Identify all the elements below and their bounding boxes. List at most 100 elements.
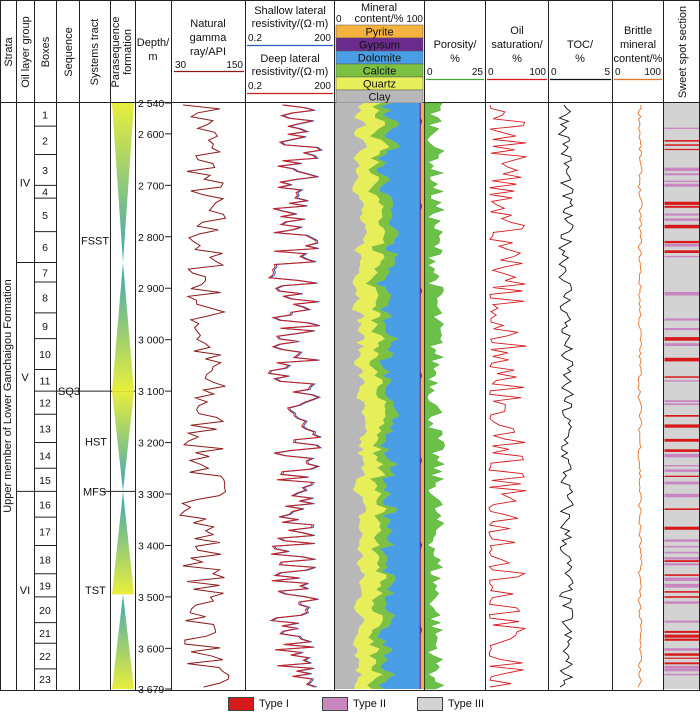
porosity-curve <box>424 102 446 690</box>
dolomite-fill <box>375 103 420 689</box>
shallow-res-header-line2: resistivity/(Ω·m) <box>252 18 329 30</box>
parasequence-header-line1: Parasequence <box>110 17 122 88</box>
box-label: 14 <box>39 450 51 462</box>
depth-header-line2: m <box>148 51 157 63</box>
sweet-type-ii <box>664 180 699 182</box>
gamma-header-line3: ray/API <box>190 46 226 58</box>
oil-layer-group-header: Oil layer group <box>20 16 32 88</box>
sweet-type-i <box>664 438 699 442</box>
sequence-header: Sequence <box>63 27 75 77</box>
sweet-spot-track <box>664 103 699 689</box>
box-label: 12 <box>39 398 51 410</box>
depth-tick-label: 2 600 <box>138 129 164 141</box>
strata-name: Upper member of Lower Ganchaigou Formati… <box>2 279 14 513</box>
sweet-type-i <box>664 638 699 641</box>
toc-header-line2: % <box>575 53 585 65</box>
box-label: 11 <box>40 375 51 387</box>
mineral-content-track <box>335 103 424 689</box>
depth-header-line1: Depth/ <box>137 37 170 49</box>
mineral-legend-label: Gypsum <box>359 40 400 52</box>
sweet-type-i <box>664 148 699 151</box>
gamma-ray-curve <box>178 104 230 688</box>
oil-group-label: V <box>21 372 29 384</box>
resistivity-curves <box>267 104 324 688</box>
sweet-type-ii <box>664 583 699 588</box>
sweet-type-ii <box>664 648 699 651</box>
sweet-type-ii <box>664 453 699 458</box>
sweet-type-i <box>664 508 699 510</box>
box-label: 10 <box>39 349 51 361</box>
legend-swatch <box>417 697 443 711</box>
sweet-type-i <box>664 240 699 244</box>
box-label: 17 <box>39 526 51 538</box>
parasequence-triangle <box>112 491 134 595</box>
gamma-scale-min: 30 <box>175 60 187 71</box>
sweet-type-i <box>664 596 699 598</box>
sweet-type-i <box>664 205 699 208</box>
depth-tick-label: 3 200 <box>138 438 164 450</box>
oil-group-label: VI <box>20 585 30 597</box>
sweet-type-i <box>664 662 699 665</box>
sweet-type-i <box>664 201 699 205</box>
legend-swatch <box>228 697 254 711</box>
boxes-header: Boxes <box>40 36 52 67</box>
depth-tick-label: 3 300 <box>138 489 164 501</box>
deep-res-header-line1: Deep lateral <box>260 53 319 65</box>
mineral-scale-max: 100 <box>406 14 423 25</box>
deep-res-scale-min: 0.2 <box>248 81 262 92</box>
oil-sat-header-line2: saturation/ <box>491 39 543 51</box>
oil-sat-header-line3: % <box>512 53 522 65</box>
shallow-res-scale-max: 200 <box>314 33 331 44</box>
box-label: 16 <box>39 499 51 511</box>
mineral-scale-min: 0 <box>336 14 342 25</box>
sweet-type-i <box>664 574 699 576</box>
sweet-type-ii <box>664 673 699 676</box>
porosity-scale-min: 0 <box>427 67 433 78</box>
legend-swatch <box>322 697 348 711</box>
sweet-type-i <box>664 526 699 530</box>
sweet-type-ii <box>664 620 699 623</box>
depth-tick-label: 2 900 <box>138 283 164 295</box>
box-label: 2 <box>42 135 48 147</box>
parasequence-triangle <box>112 262 134 392</box>
legend-label: Type III <box>448 698 485 710</box>
toc-scale-min: 0 <box>551 67 557 78</box>
deep-res-scale-max: 200 <box>314 81 331 92</box>
gypsum-fill <box>419 103 423 689</box>
gamma-line <box>178 104 230 688</box>
depth-tick-label: 3 600 <box>138 643 164 655</box>
sweet-type-ii <box>664 173 699 176</box>
depth-tick-label: 3 400 <box>138 540 164 552</box>
sweet-type-i <box>664 250 699 253</box>
sweet-type-ii <box>664 563 699 566</box>
tract-label: MFS <box>83 486 106 498</box>
sweet-type-ii <box>664 665 699 669</box>
sweet-type-i <box>664 653 699 656</box>
sweet-type-i <box>664 144 699 146</box>
brittle-header-line3: content/% <box>614 53 663 65</box>
quartz-fill <box>351 103 390 689</box>
oil-group-label: IV <box>20 178 31 190</box>
systems-tract-header: Systems tract <box>89 19 101 86</box>
toc-scale-max: 5 <box>604 67 610 78</box>
brittle-scale-max: 100 <box>644 67 661 78</box>
box-label: 6 <box>42 242 48 254</box>
sweet-type-ii <box>664 213 699 216</box>
sweet-type-ii <box>664 601 699 604</box>
sweet-type-ii <box>664 493 699 498</box>
depth-tick-label: 2 540 <box>138 98 164 110</box>
sweet-type-i <box>664 376 699 378</box>
sweet-type-i <box>664 449 699 452</box>
porosity-fill <box>424 102 446 690</box>
tract-label: FSST <box>81 235 109 247</box>
sweet-type-ii <box>664 167 699 171</box>
tract-label: TST <box>85 585 106 597</box>
box-label: 20 <box>39 605 51 617</box>
depth-tick-label: 3 100 <box>138 386 164 398</box>
box-label: 18 <box>39 555 51 567</box>
porosity-header-line1: Porosity/ <box>434 39 478 51</box>
calcite-fill <box>365 103 401 689</box>
brittle-header-line1: Brittle <box>624 25 652 37</box>
